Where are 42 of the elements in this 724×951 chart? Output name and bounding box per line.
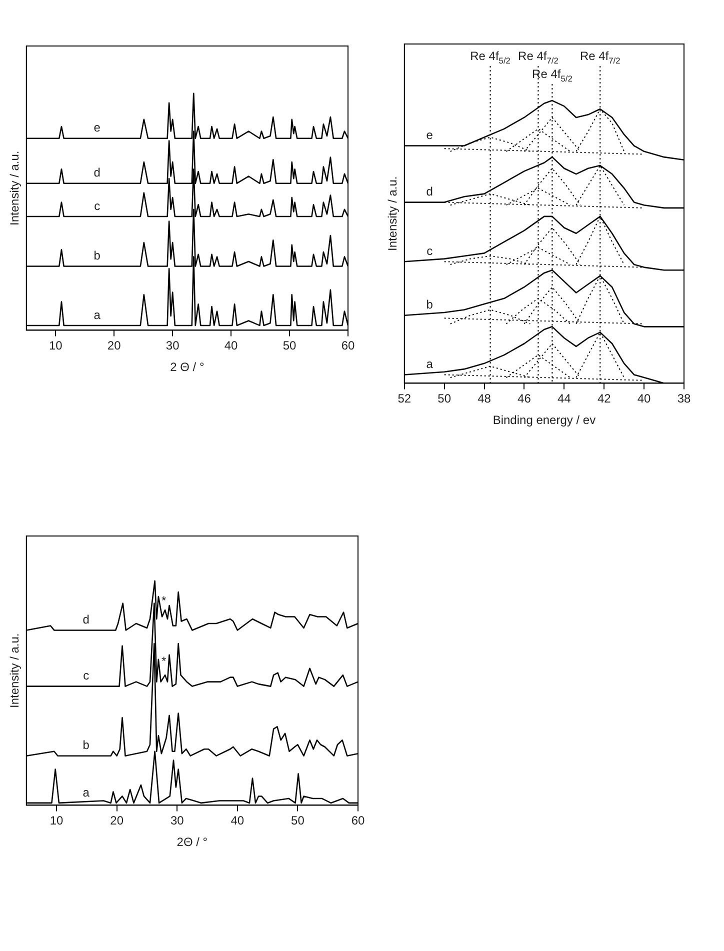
y-axis-title: Intensity / a.u. <box>8 150 22 226</box>
series-label: c <box>83 668 90 683</box>
x-tick-label: 40 <box>230 814 244 828</box>
y-axis-title: Intensity / a.u. <box>386 176 400 251</box>
series-label: d <box>426 184 433 199</box>
series-label: a <box>426 357 434 372</box>
x-tick-label: 10 <box>48 338 63 353</box>
x-tick-label: 20 <box>107 338 122 353</box>
x-tick-label: 50 <box>291 814 305 828</box>
annotation: * <box>162 654 167 668</box>
annotation: * <box>162 593 167 608</box>
x-tick-label: 10 <box>50 814 64 828</box>
x-tick-label: 60 <box>341 338 355 353</box>
x-tick-label: 40 <box>224 338 238 353</box>
x-axis-title: 2 Θ / ° <box>170 360 204 374</box>
series-label: d <box>82 612 90 627</box>
x-tick-label: 30 <box>166 338 180 353</box>
series-label: c <box>94 198 100 213</box>
series-label: e <box>426 128 434 142</box>
x-axis-title: Binding energy / ev <box>492 413 596 428</box>
series-label: b <box>94 248 101 263</box>
x-tick-label: 50 <box>438 392 452 406</box>
x-tick-label: 52 <box>398 392 412 406</box>
x-tick-label: 46 <box>518 392 532 406</box>
series-label: a <box>94 308 101 322</box>
series-label: d <box>94 166 100 180</box>
x-tick-label: 50 <box>282 338 297 353</box>
y-axis-title: Intensity / a.u. <box>8 633 22 708</box>
x-tick-label: 20 <box>110 814 124 828</box>
x-tick-label: 38 <box>677 392 691 406</box>
x-tick-label: 30 <box>170 814 184 828</box>
x-tick-label: 44 <box>557 392 572 406</box>
series-label: e <box>94 120 101 135</box>
series-label: a <box>82 785 90 800</box>
series-label: b <box>426 298 434 312</box>
series-label: b <box>82 738 90 752</box>
x-axis-title: 2Θ / ° <box>176 835 208 850</box>
x-tick-label: 60 <box>351 814 365 828</box>
series-label: c <box>426 244 433 258</box>
x-tick-label: 48 <box>478 392 492 406</box>
x-tick-label: 42 <box>597 392 612 406</box>
x-tick-label: 40 <box>637 392 652 406</box>
